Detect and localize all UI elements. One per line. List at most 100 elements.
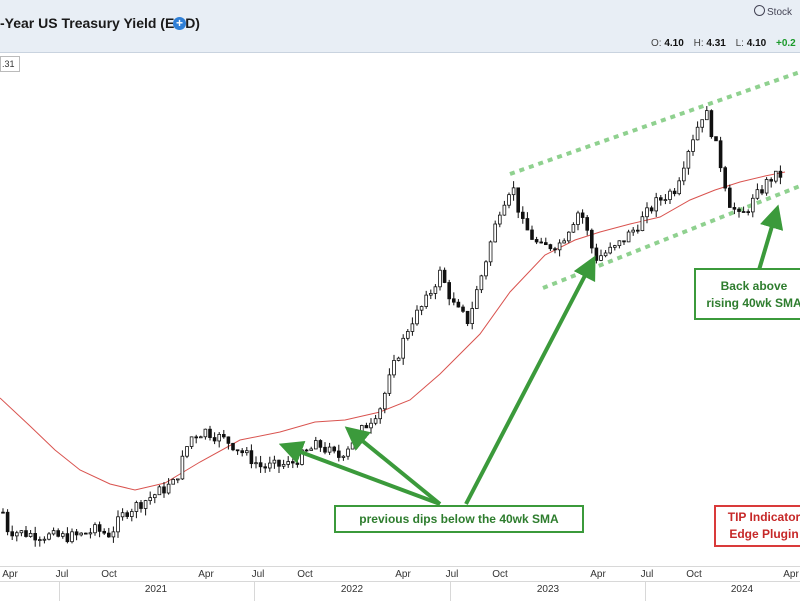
candle-body [240,450,245,454]
x-year-divider [59,582,60,601]
x-year-tick: 2021 [144,584,168,595]
candle-body [677,180,681,195]
candle-body [286,461,290,465]
candle-body [668,190,672,201]
candle-body [341,455,346,458]
candle-body [254,462,258,465]
candle-body [152,494,157,499]
candle-body [387,374,392,394]
candle-body [530,229,534,240]
candle-body [28,533,33,537]
candle-body [755,189,760,199]
candle-body [548,244,553,250]
annotation-line-1: Back above [720,279,788,293]
candle-body [534,239,539,243]
arrow-back-above [757,204,784,271]
x-year-divider [254,582,255,601]
candle-body [111,531,116,538]
candle-body [447,282,451,300]
brand-logo: Stock [754,5,792,18]
candle-body [277,459,281,467]
candle-body [723,167,727,189]
candle-body [382,392,387,410]
high-value: 4.31 [706,38,726,49]
candle-body [672,190,677,195]
candle-body [497,214,502,225]
candle-body [295,462,300,465]
candle-body [451,298,456,303]
candle-body [626,231,631,243]
candle-body [107,532,111,538]
candle-body [231,442,235,451]
candle-body [571,224,576,233]
candle-body [93,524,97,534]
annotation-back-above-sma: Back above rising 40wk SMA [694,268,800,320]
candle-body [102,530,107,534]
candle-body [484,261,488,277]
candle-body [51,530,56,535]
candle-body [465,310,470,325]
x-month-tick: Apr [2,569,18,580]
candle-body [502,204,507,216]
candle-body [203,428,208,438]
chart-title: -Year US Treasury Yield (EOD) [0,15,200,31]
open-value: 4.10 [664,38,684,49]
candle-body [461,306,465,312]
candle-body [654,197,658,212]
candle-body [208,428,212,438]
x-year-tick: 2022 [340,584,364,595]
candle-body [576,212,580,225]
candle-body [97,524,102,532]
candle-body [33,533,37,541]
candle-body [562,240,566,244]
candle-body [217,434,222,442]
candle-body [125,512,130,517]
candle-body [493,223,497,243]
x-month-tick: Jul [251,569,265,580]
candle-body [175,478,180,481]
x-month-tick: Jul [55,569,69,580]
candle-body [139,502,143,509]
candle-body [74,531,79,536]
candle-body [580,212,585,218]
plus-icon[interactable]: + [173,17,186,30]
candle-body [392,360,396,376]
candle-body [636,229,640,232]
candle-body [709,110,714,138]
channel-upper-line [509,70,800,176]
candle-body [14,532,19,537]
candle-body [263,466,267,469]
candle-body [751,197,755,213]
candle-body [603,252,608,257]
high-label: H: [693,38,704,49]
candle-body [405,331,410,339]
candle-body [746,211,750,214]
candle-body [608,246,612,254]
candle-body [691,139,695,152]
candle-body [764,179,769,194]
candle-body [79,532,84,536]
candle-body [180,455,185,480]
candle-body [474,289,479,309]
candle-body [373,418,378,424]
candle-body [700,119,704,128]
annotation-tip-plugin: TIP Indicator Edge Plugin [714,505,800,547]
candle-body [272,459,277,464]
candle-body [479,275,484,291]
channel-lower-line [542,184,800,290]
candle-body [235,449,240,452]
candle-body [336,450,341,458]
candle-body [617,240,622,247]
candle-body [613,245,617,248]
x-month-tick: Jul [445,569,459,580]
candle-body [65,533,70,543]
candle-body [567,231,571,242]
candle-body [470,308,474,325]
candle-body [359,425,364,434]
price-chart [0,70,800,547]
candle-body [442,269,447,283]
trend-channel [509,70,800,290]
candle-body [38,539,42,541]
candle-body [544,242,548,246]
candle-body [649,207,654,212]
